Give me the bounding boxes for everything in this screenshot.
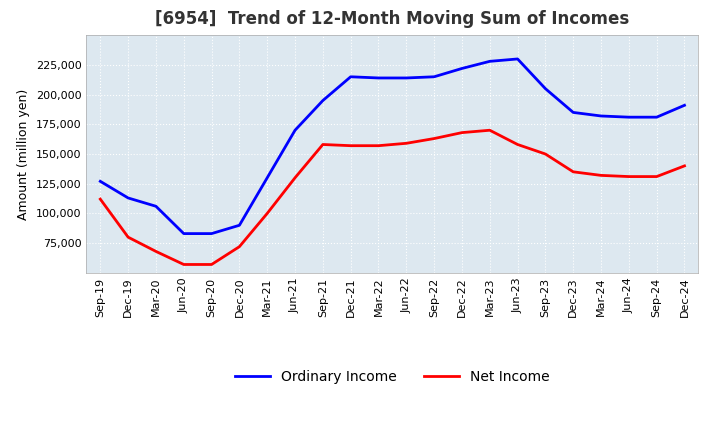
Ordinary Income [513,56,522,62]
Ordinary Income [179,231,188,236]
Ordinary Income [235,223,243,228]
Ordinary Income [597,114,606,119]
Line: Ordinary Income: Ordinary Income [100,59,685,234]
Ordinary Income [207,231,216,236]
Ordinary Income [263,175,271,180]
Ordinary Income [652,114,661,120]
Net Income [680,163,689,169]
Ordinary Income [318,98,327,103]
Net Income [513,142,522,147]
Net Income [96,197,104,202]
Ordinary Income [152,204,161,209]
Ordinary Income [458,66,467,71]
Net Income [541,151,550,157]
Ordinary Income [569,110,577,115]
Net Income [458,130,467,135]
Ordinary Income [680,103,689,108]
Net Income [318,142,327,147]
Net Income [402,141,410,146]
Net Income [485,128,494,133]
Net Income [652,174,661,179]
Ordinary Income [624,114,633,120]
Net Income [263,211,271,216]
Y-axis label: Amount (million yen): Amount (million yen) [17,88,30,220]
Net Income [179,262,188,267]
Net Income [291,175,300,180]
Net Income [207,262,216,267]
Title: [6954]  Trend of 12-Month Moving Sum of Incomes: [6954] Trend of 12-Month Moving Sum of I… [156,10,629,28]
Ordinary Income [402,75,410,81]
Ordinary Income [430,74,438,79]
Legend: Ordinary Income, Net Income: Ordinary Income, Net Income [230,364,555,389]
Ordinary Income [96,179,104,184]
Ordinary Income [291,128,300,133]
Line: Net Income: Net Income [100,130,685,264]
Net Income [569,169,577,174]
Net Income [124,235,132,240]
Net Income [235,244,243,249]
Net Income [346,143,355,148]
Net Income [152,249,161,254]
Net Income [624,174,633,179]
Ordinary Income [374,75,383,81]
Ordinary Income [485,59,494,64]
Net Income [430,136,438,141]
Ordinary Income [541,86,550,92]
Ordinary Income [346,74,355,79]
Ordinary Income [124,195,132,201]
Net Income [374,143,383,148]
Net Income [597,173,606,178]
